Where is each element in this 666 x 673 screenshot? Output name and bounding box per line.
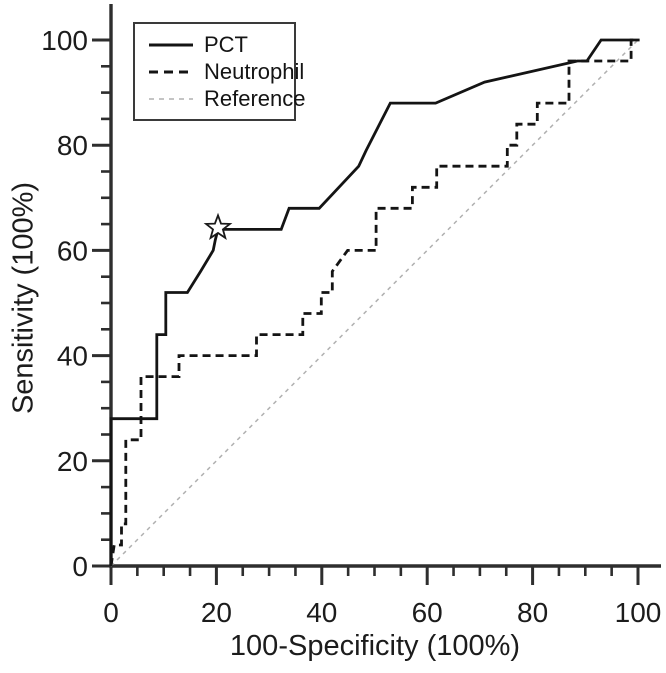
- legend-label-pct: PCT: [204, 31, 248, 57]
- svg-text:40: 40: [57, 341, 88, 372]
- x-tick-labels: 0 20 40 60 80 100: [103, 597, 661, 628]
- svg-text:60: 60: [412, 597, 443, 628]
- svg-text:100: 100: [41, 25, 88, 56]
- pct-curve: [109, 38, 640, 566]
- optimal-cutoff-star-marker: [203, 212, 233, 241]
- y-axis-title: Sensitivity (100%): [7, 181, 40, 415]
- legend-row-reference: Reference: [135, 85, 306, 112]
- reference-line-sample-icon: [149, 97, 193, 100]
- svg-text:100: 100: [615, 597, 662, 628]
- y-tick-labels: 0 20 40 60 80 100: [41, 25, 88, 582]
- tick-marks: [92, 38, 640, 585]
- svg-text:0: 0: [103, 597, 119, 628]
- pct-line-sample-icon: [149, 43, 193, 46]
- legend-label-reference: Reference: [204, 85, 306, 111]
- svg-text:40: 40: [306, 597, 337, 628]
- svg-text:20: 20: [57, 446, 88, 477]
- neutrophil-line-sample-icon: [149, 70, 193, 73]
- legend-row-pct: PCT: [135, 31, 294, 58]
- svg-text:80: 80: [517, 597, 548, 628]
- svg-text:80: 80: [57, 130, 88, 161]
- x-axis-title: 100-Specificity (100%): [229, 630, 521, 662]
- neutrophil-curve: [109, 38, 638, 567]
- svg-text:60: 60: [57, 235, 88, 266]
- legend-row-neutrophil: Neutrophil: [135, 58, 304, 85]
- svg-text:0: 0: [72, 551, 88, 582]
- legend: PCT Neutrophil Reference: [133, 22, 306, 121]
- svg-text:20: 20: [201, 597, 232, 628]
- legend-label-neutrophil: Neutrophil: [204, 58, 305, 84]
